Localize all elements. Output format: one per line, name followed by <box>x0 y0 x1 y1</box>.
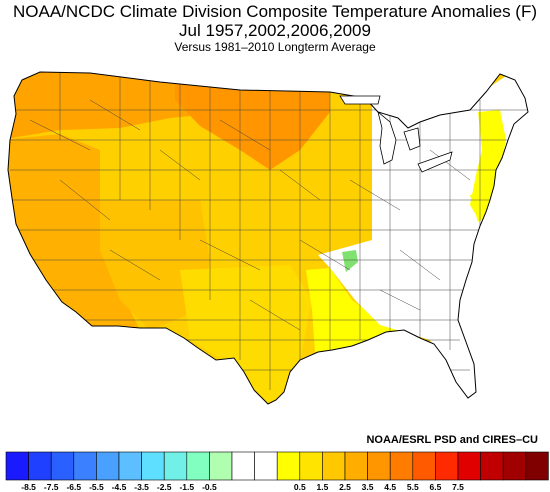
map-subtitle-years: Jul 1957,2002,2006,2009 <box>179 21 371 40</box>
anomaly-regions <box>8 72 528 404</box>
color-scale-cell <box>276 451 301 481</box>
map-title: NOAA/NCDC Climate Division Composite Tem… <box>12 2 537 21</box>
color-scale-cell <box>480 451 504 481</box>
us-climate-division-map <box>7 71 529 405</box>
color-scale-label: -2.5 <box>157 482 172 492</box>
color-scale-label: -6.5 <box>66 482 81 492</box>
color-scale-label: 6.5 <box>429 482 441 492</box>
map-subtitle-baseline: Versus 1981–2010 Longterm Average <box>174 40 376 54</box>
color-scale-label: -3.5 <box>134 482 149 492</box>
color-scale-label: -5.5 <box>89 482 104 492</box>
color-scale-cell <box>254 451 278 481</box>
color-scale-cell <box>141 451 165 481</box>
color-scale-label: 1.5 <box>316 482 328 492</box>
color-scale-cell <box>96 451 120 481</box>
color-scale-cell <box>231 451 255 481</box>
color-scale-label: -1.5 <box>179 482 194 492</box>
color-scale-cell <box>525 451 549 481</box>
color-scale-label: -4.5 <box>112 482 127 492</box>
credit-text: NOAA/ESRL PSD and CIRES–CU <box>366 434 538 446</box>
color-scale-label: -8.5 <box>21 482 36 492</box>
color-scale-labels: -8.5 -7.5 -6.5 -5.5 -4.5 -3.5 -2.5 -1.5 -0.5 0.5 1… <box>21 482 464 492</box>
region-texas-south <box>180 265 312 404</box>
color-scale-label: 5.5 <box>407 482 419 492</box>
color-scale-cell <box>163 451 188 481</box>
color-scale-label: 7.5 <box>452 482 464 492</box>
region-northeast-coast <box>470 110 506 218</box>
region-southwest <box>100 200 210 330</box>
color-scale-cell <box>322 451 346 481</box>
region-arkansas-cool-spot <box>342 250 358 272</box>
lake-michigan <box>377 110 397 165</box>
color-scale-cell <box>73 451 97 481</box>
color-scale-cell <box>367 451 391 481</box>
lake-huron <box>403 127 421 151</box>
color-scale-cell <box>50 451 75 481</box>
color-scale-cell <box>457 451 481 481</box>
color-scale-cell <box>186 451 210 481</box>
lake-superior <box>339 95 381 105</box>
color-scale-cell <box>344 451 368 481</box>
lake-erie <box>417 151 453 173</box>
color-scale-cell <box>435 451 459 481</box>
color-scale-label: 2.5 <box>339 482 351 492</box>
color-scale-label: 3.5 <box>362 482 374 492</box>
color-scale-cell <box>209 451 233 481</box>
color-scale-cell <box>28 451 52 481</box>
color-scale-label: -0.5 <box>202 482 217 492</box>
color-scale-cells <box>5 451 549 481</box>
color-scale-cell <box>118 451 142 481</box>
color-scale-cell <box>299 451 323 481</box>
color-scale-cell <box>412 451 436 481</box>
color-scale-cell <box>502 451 527 481</box>
climate-division-lines <box>10 72 528 390</box>
color-scale-label: 4.5 <box>384 482 396 492</box>
color-scale-label: 0.5 <box>294 482 306 492</box>
color-scale-cell <box>5 451 29 481</box>
color-scale-label: -7.5 <box>44 482 59 492</box>
color-scale-cell <box>389 451 414 481</box>
color-scale-legend: -8.5 -7.5 -6.5 -5.5 -4.5 -3.5 -2.5 -1.5 -0.5 0.5 1… <box>5 451 549 492</box>
